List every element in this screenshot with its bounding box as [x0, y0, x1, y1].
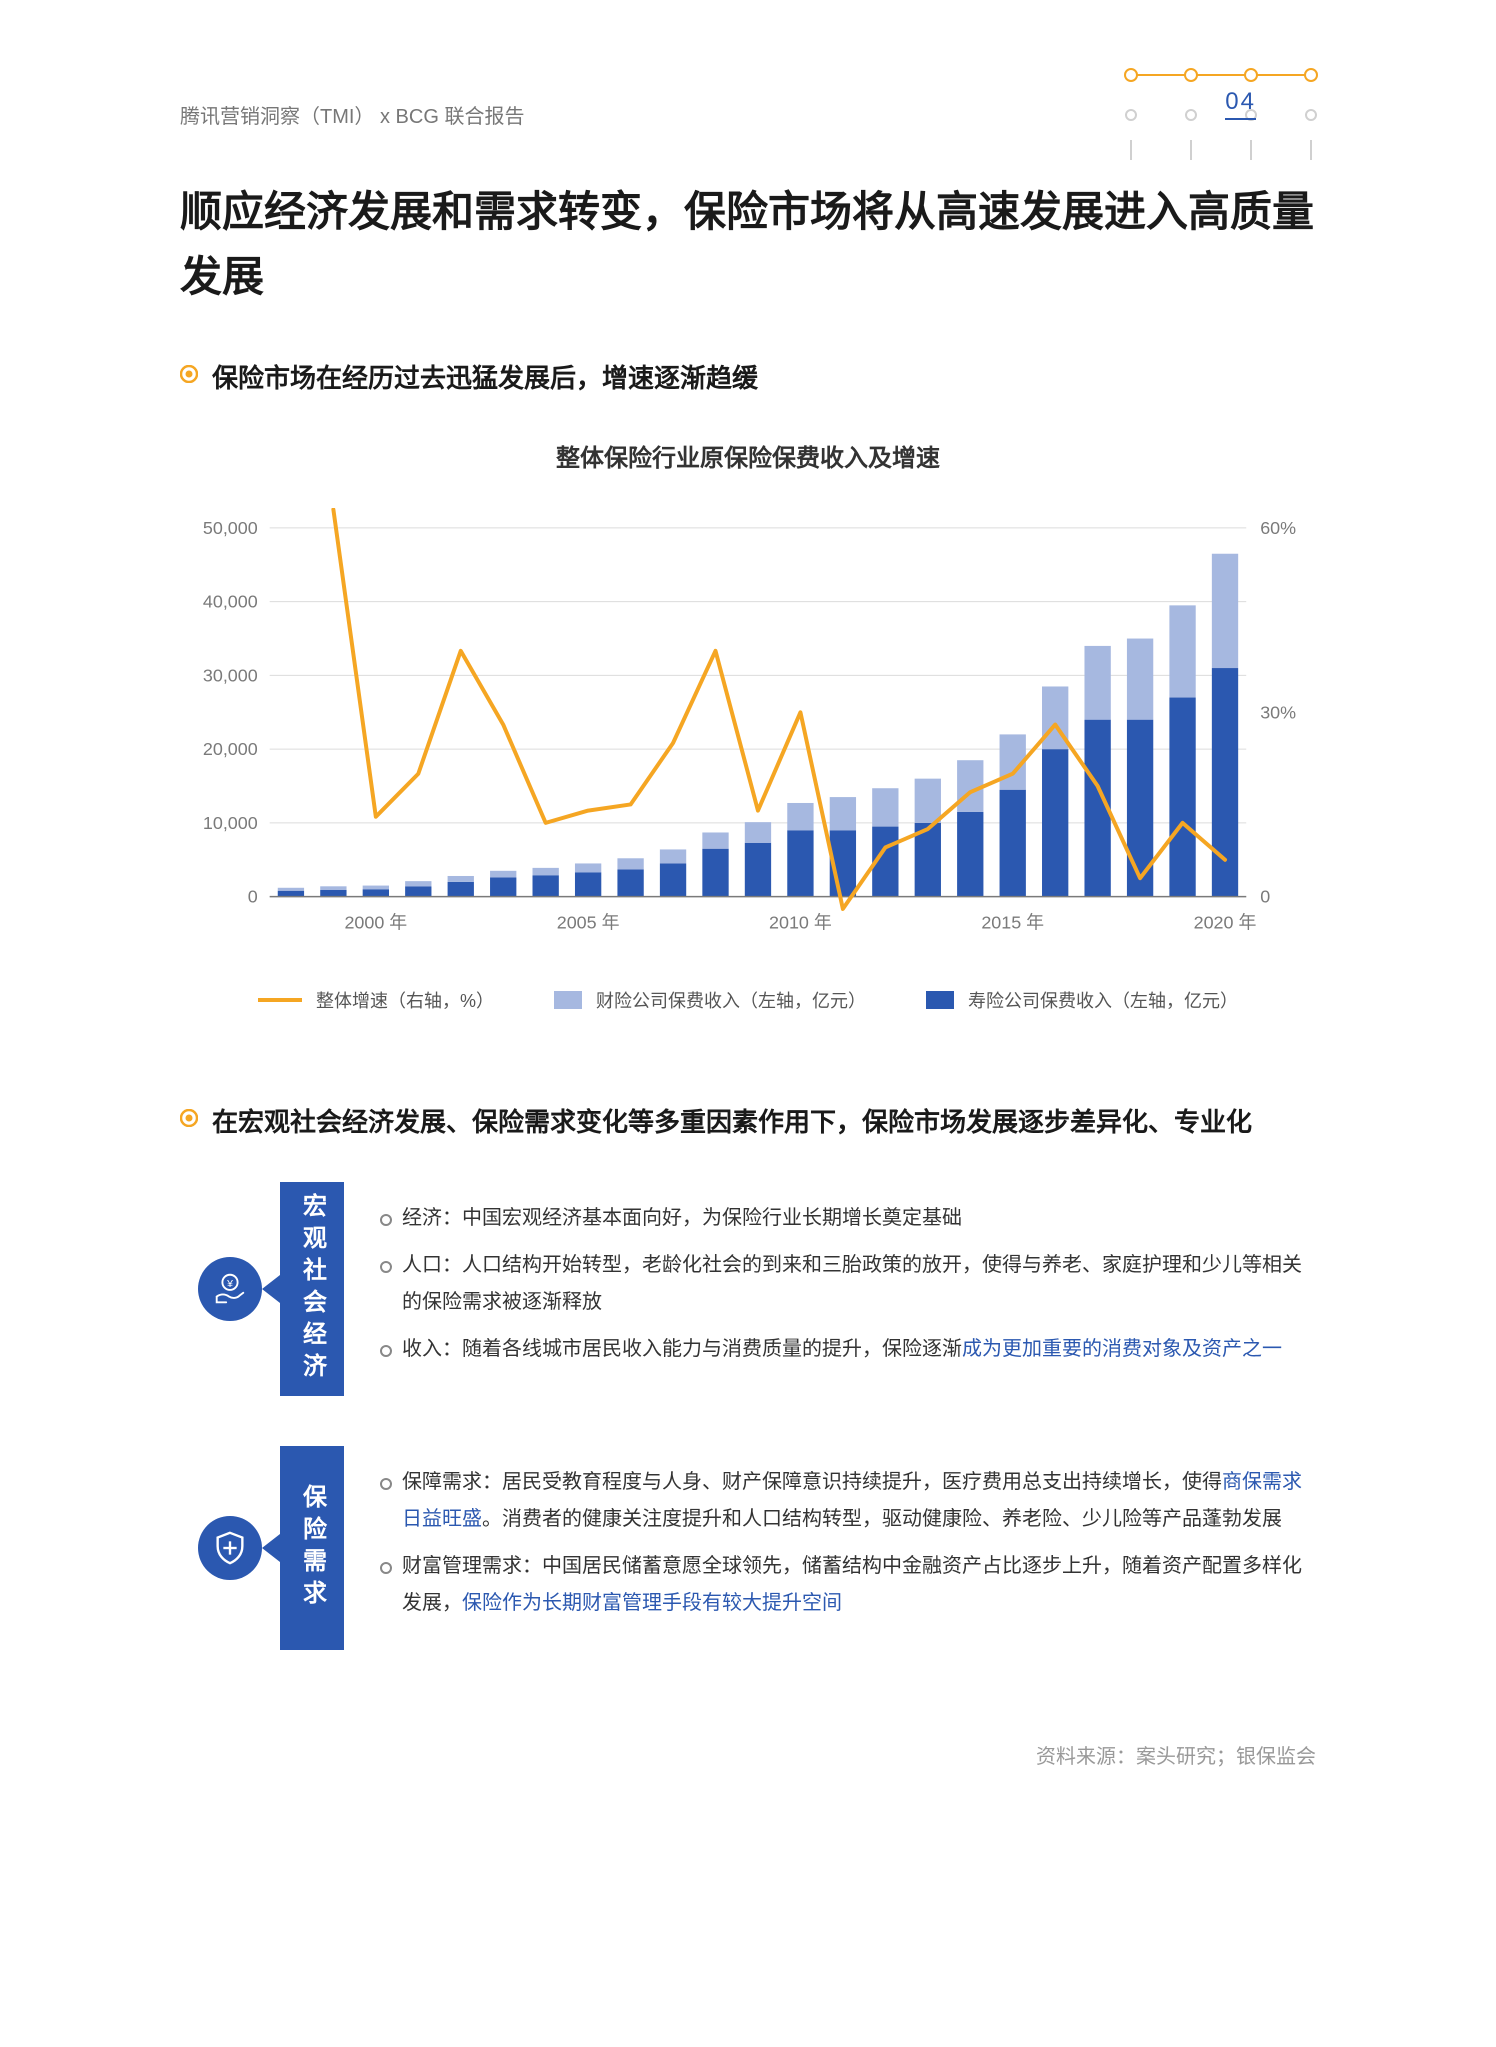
card-bullet: 收入：随着各线城市居民收入能力与消费质量的提升，保险逐渐成为更加重要的消费对象及… — [380, 1331, 1316, 1368]
factor-cards: ¥ 宏观社会经济 经济：中国宏观经济基本面向好，为保险行业长期增长奠定基础人口：… — [180, 1182, 1316, 1650]
premium-growth-chart: 0 10,000 20,000 30,000 40,000 50,000 0 30% 60% 20… — [180, 508, 1316, 946]
svg-text:0: 0 — [248, 887, 258, 907]
shield-plus-icon — [198, 1516, 262, 1580]
section-heading-1: 保险市场在经历过去迅猛发展后，增速逐渐趋缓 — [212, 359, 758, 398]
page-title: 顺应经济发展和需求转变，保险市场将从高速发展进入高质量发展 — [180, 179, 1316, 309]
bullet-icon — [180, 1109, 198, 1127]
svg-text:50,000: 50,000 — [203, 518, 258, 538]
card-bullet: 经济：中国宏观经济基本面向好，为保险行业长期增长奠定基础 — [380, 1200, 1316, 1237]
svg-text:2005 年: 2005 年 — [557, 913, 620, 933]
page-decoration — [1116, 60, 1356, 180]
legend-item: 整体增速（右轴，%） — [258, 987, 494, 1013]
svg-text:2020 年: 2020 年 — [1194, 913, 1257, 933]
svg-text:¥: ¥ — [226, 1279, 233, 1290]
card-bullet: 人口：人口结构开始转型，老龄化社会的到来和三胎政策的放开，使得与养老、家庭护理和… — [380, 1247, 1316, 1321]
bullet-icon — [180, 365, 198, 383]
card-tab-label: 保险需求 — [280, 1446, 344, 1650]
svg-text:30,000: 30,000 — [203, 666, 258, 686]
svg-text:60%: 60% — [1260, 518, 1296, 538]
section-heading-2: 在宏观社会经济发展、保险需求变化等多重因素作用下，保险市场发展逐步差异化、专业化 — [212, 1103, 1252, 1142]
chart-title: 整体保险行业原保险保费收入及增速 — [180, 438, 1316, 473]
svg-text:10,000: 10,000 — [203, 813, 258, 833]
svg-text:2010 年: 2010 年 — [769, 913, 832, 933]
svg-text:0: 0 — [1260, 887, 1270, 907]
chart-legend: 整体增速（右轴，%） 财险公司保费收入（左轴，亿元） 寿险公司保费收入（左轴，亿元） — [180, 987, 1316, 1013]
source-attribution: 资料来源：案头研究；银保监会 — [180, 1740, 1316, 1769]
legend-item: 财险公司保费收入（左轴，亿元） — [554, 987, 866, 1013]
card-bullet: 财富管理需求：中国居民储蓄意愿全球领先，储蓄结构中金融资产占比逐步上升，随着资产… — [380, 1548, 1316, 1622]
svg-text:2015 年: 2015 年 — [981, 913, 1044, 933]
page-number: 04 — [1225, 88, 1256, 120]
svg-text:20,000: 20,000 — [203, 739, 258, 759]
legend-item: 寿险公司保费收入（左轴，亿元） — [926, 987, 1238, 1013]
svg-text:30%: 30% — [1260, 702, 1296, 722]
factor-card: ¥ 宏观社会经济 经济：中国宏观经济基本面向好，为保险行业长期增长奠定基础人口：… — [180, 1182, 1316, 1396]
hand-coin-icon: ¥ — [198, 1257, 262, 1321]
svg-text:2000 年: 2000 年 — [344, 913, 407, 933]
factor-card: 保险需求 保障需求：居民受教育程度与人身、财产保障意识持续提升，医疗费用总支出持… — [180, 1446, 1316, 1650]
card-bullet: 保障需求：居民受教育程度与人身、财产保障意识持续提升，医疗费用总支出持续增长，使… — [380, 1464, 1316, 1538]
card-tab-label: 宏观社会经济 — [280, 1182, 344, 1396]
svg-text:40,000: 40,000 — [203, 592, 258, 612]
